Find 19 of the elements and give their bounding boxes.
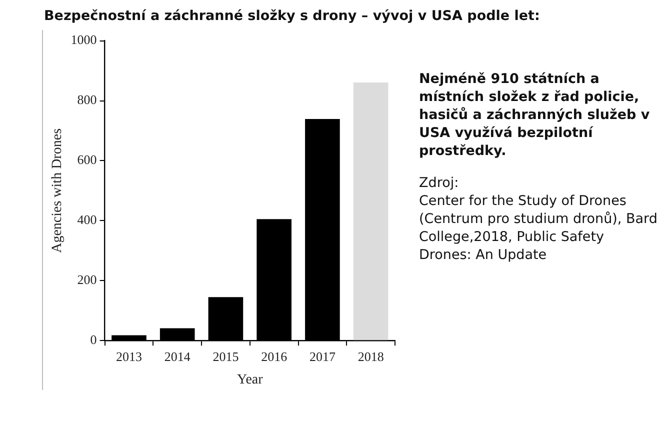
y-axis-title: Agencies with Drones <box>50 128 66 253</box>
y-tick-label: 0 <box>90 332 97 348</box>
chart-title: Bezpečnostní a záchranné složky s drony – vývoj v USA podle let: <box>44 8 541 24</box>
x-tick-label: 2017 <box>309 348 336 364</box>
x-tick-label: 2015 <box>212 348 239 364</box>
x-tick-label: 2018 <box>358 348 384 364</box>
bar <box>353 82 388 340</box>
x-axis-title: Year <box>236 372 264 388</box>
y-tick-label: 400 <box>77 212 97 228</box>
text: Center for the Study of Drones (Centrum pro studium dronů), Bard College,2018, Public Safety Drones: An Update <box>419 192 658 264</box>
text: Nejméně 910 státních a místních složek z řad policie, hasičů a záchranných služeb v USA využívá bezpilotní prostředky. <box>419 70 651 160</box>
x-tick-label: 2014 <box>164 348 191 364</box>
y-tick-label: 1000 <box>70 32 97 48</box>
y-tick-label: 200 <box>77 272 97 288</box>
y-tick-label: 800 <box>77 92 97 108</box>
y-tick-label: 600 <box>77 152 97 168</box>
x-tick-label: 2013 <box>116 348 142 364</box>
x-tick-label: 2016 <box>261 348 288 364</box>
text: Zdroj: <box>419 174 460 192</box>
